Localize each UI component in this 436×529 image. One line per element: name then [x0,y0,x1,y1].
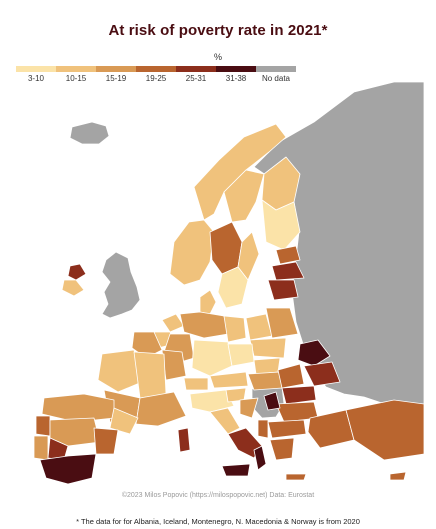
region-spain-andalusia [39,453,97,485]
region-hungary [247,371,283,391]
map-credit: ©2023 Milos Popovic (https://milospopovi… [121,492,315,499]
region-ireland-north [67,263,87,281]
region-serbia-center [263,391,281,411]
region-turkey-west [307,409,355,449]
legend-label-3-10: 3-10 [27,74,44,83]
legend-swatch-3-10 [16,66,56,72]
legend-label-10-15: 10-15 [65,74,87,83]
legend-swatch-31-38 [216,66,256,72]
region-spain-north [41,393,115,423]
legend-swatch-15-19 [96,66,136,72]
legend-label-31-38: 31-38 [225,74,247,83]
region-crete [285,473,307,481]
region-italy-center [209,407,241,435]
legend-labels: 3-10 10-15 15-19 19-25 25-31 31-38 No da… [16,74,296,83]
legend-swatch-10-15 [56,66,96,72]
region-norway-south [169,219,215,286]
region-great-britain-nodata [101,251,141,319]
region-greece-north [267,419,307,439]
legend-swatch-25-31 [176,66,216,72]
region-austria [209,371,249,389]
region-latvia [271,261,305,281]
region-sicily [221,463,251,477]
region-estonia [275,245,301,265]
region-spain-center [49,417,101,447]
region-poland-east [265,307,299,339]
region-romania-north [297,339,331,367]
region-czechia [227,343,255,367]
region-sardinia [177,427,191,453]
region-france-northeast [161,349,187,381]
region-romania-east [303,361,341,387]
region-norway-north [193,123,287,221]
legend-label-25-31: 25-31 [185,74,207,83]
region-sweden-east [237,231,260,281]
map-title: At risk of poverty rate in 2021* [108,22,328,39]
region-sweden-south [217,266,249,309]
region-germany-east [223,315,247,343]
region-romania-south [281,385,317,405]
region-turkey-east [345,399,424,461]
region-switzerland [183,377,209,391]
legend-swatch-no-data [256,66,296,72]
legend-swatch-19-25 [136,66,176,72]
region-greece-south [269,437,295,461]
region-france-center [133,351,167,399]
region-spain-east [93,427,119,455]
legend-unit: % [213,52,222,62]
region-slovakia [253,357,281,375]
region-iceland-nodata [69,121,110,145]
region-romania-west [277,363,305,389]
legend [16,66,296,72]
legend-label-15-19: 15-19 [105,74,127,83]
region-france-southeast [135,391,187,427]
legend-label-no-data: No data [261,74,291,83]
region-ireland-south [61,279,85,297]
region-denmark [199,289,217,315]
map-footnote: * The data for for Albania, Iceland, Mon… [76,517,360,526]
region-albania [257,419,269,439]
region-lithuania [267,279,299,301]
region-spain-northeast [109,407,139,435]
region-portugal-south [33,435,49,461]
legend-label-19-25: 19-25 [145,74,167,83]
region-poland-south [249,337,287,359]
europe-map [33,82,424,485]
region-italy-calabria [253,445,267,471]
region-sweden-mid [209,221,243,275]
region-germany-south [191,339,233,377]
region-croatia [239,397,259,419]
region-portugal-north [35,415,51,437]
region-cyprus [389,471,407,481]
region-france-west [97,349,143,393]
region-finland-south [261,199,301,251]
